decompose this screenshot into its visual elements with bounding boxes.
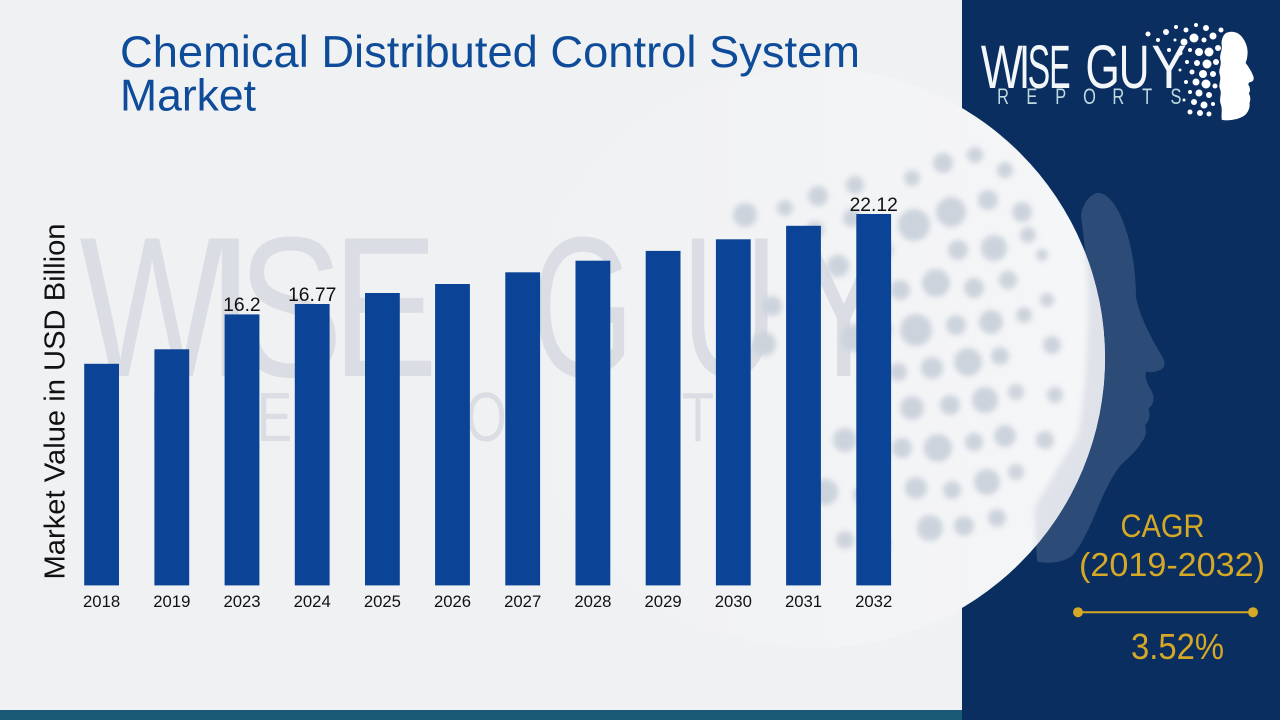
svg-text:2018: 2018 — [83, 592, 120, 611]
svg-text:2028: 2028 — [574, 592, 611, 611]
svg-text:2026: 2026 — [434, 592, 471, 611]
svg-text:2023: 2023 — [223, 592, 260, 611]
svg-text:CAGR: CAGR — [1121, 508, 1205, 544]
svg-text:2030: 2030 — [715, 592, 752, 611]
svg-text:2032: 2032 — [855, 592, 892, 611]
svg-text:2025: 2025 — [364, 592, 401, 611]
svg-text:22.12: 22.12 — [850, 195, 898, 216]
svg-text:2027: 2027 — [504, 592, 541, 611]
svg-text:2019: 2019 — [153, 592, 190, 611]
svg-text:Chemical Distributed Control S: Chemical Distributed Control System — [120, 28, 860, 77]
svg-text:2031: 2031 — [785, 592, 822, 611]
svg-text:3.52%: 3.52% — [1131, 626, 1224, 667]
svg-text:2024: 2024 — [294, 592, 331, 611]
svg-text:(2019-2032): (2019-2032) — [1079, 546, 1265, 583]
svg-text:2029: 2029 — [645, 592, 682, 611]
svg-text:Market: Market — [120, 72, 257, 121]
svg-text:16.2: 16.2 — [223, 295, 261, 316]
svg-text:16.77: 16.77 — [288, 285, 336, 306]
svg-text:Market Value in USD Billion: Market Value in USD Billion — [40, 224, 72, 580]
